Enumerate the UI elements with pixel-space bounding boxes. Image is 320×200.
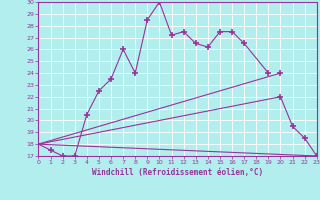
X-axis label: Windchill (Refroidissement éolien,°C): Windchill (Refroidissement éolien,°C) [92, 168, 263, 177]
